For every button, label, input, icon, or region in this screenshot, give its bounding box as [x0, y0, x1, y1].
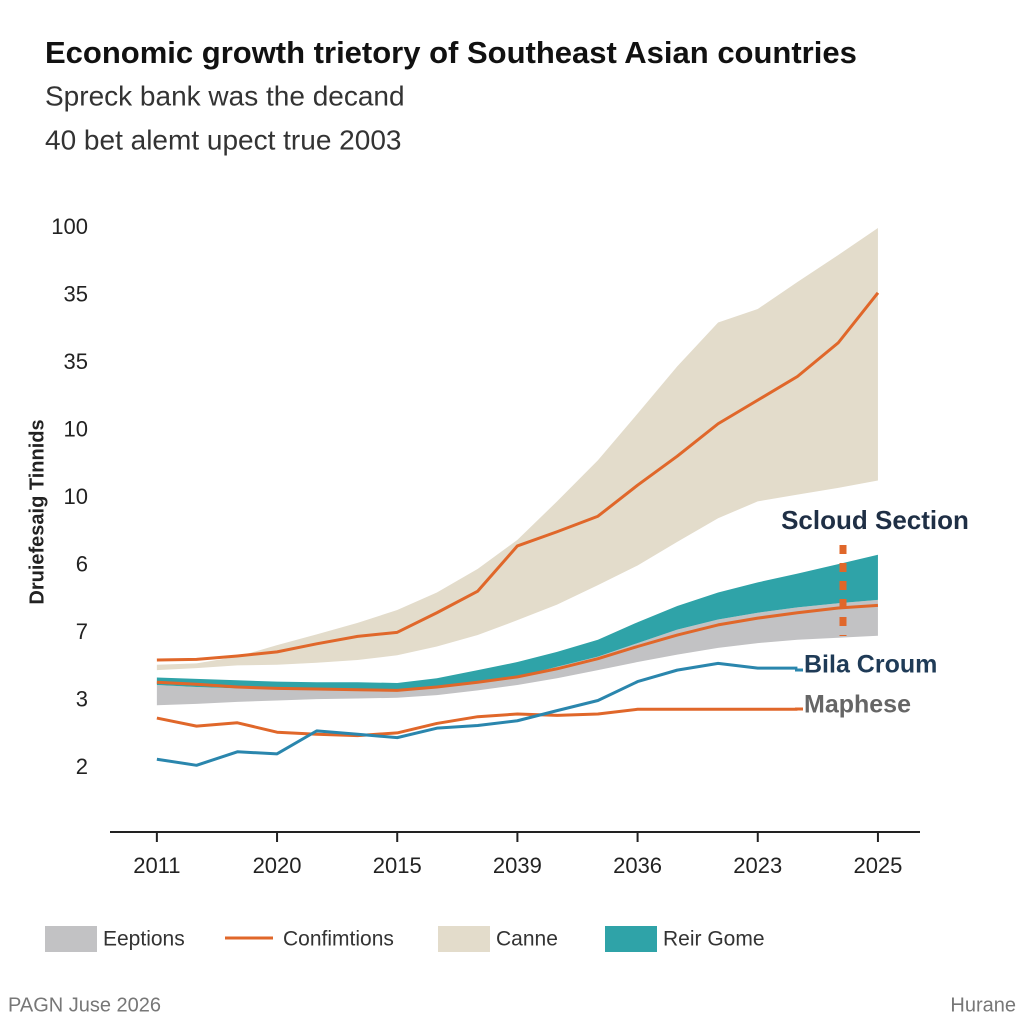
y-tick-label: 6 — [76, 551, 88, 576]
line — [156, 603, 879, 692]
y-tick-label: 35 — [64, 281, 88, 306]
footer: Hurane — [950, 994, 1016, 1016]
legend-swatch — [438, 926, 490, 952]
line — [156, 291, 880, 662]
chart-title: Economic growth trietory of Southeast As… — [45, 35, 857, 70]
x-tick-label: 2011 — [133, 853, 180, 878]
annotation: Scloud Section — [781, 505, 969, 535]
legend-swatch — [605, 926, 657, 952]
x-tick-label: 2039 — [493, 853, 542, 878]
x-tick-label: 2015 — [373, 853, 422, 878]
annotation: Maphese — [804, 691, 911, 719]
annotation: Bila Croum — [804, 651, 937, 679]
x-tick-label: 2023 — [733, 853, 782, 878]
y-tick-label: 7 — [76, 619, 88, 644]
y-tick-label: 100 — [51, 214, 88, 239]
x-tick-label: 2020 — [253, 853, 302, 878]
y-axis-label: Druiefesaig Tinnids — [26, 419, 48, 604]
legend-label: Canne — [496, 928, 558, 951]
band — [156, 554, 878, 691]
band — [156, 599, 878, 706]
y-tick-label: 3 — [76, 686, 88, 711]
subtitle: 40 bet alemt upect true 2003 — [45, 124, 401, 155]
y-tick-label: 2 — [76, 754, 88, 779]
band — [156, 228, 878, 671]
y-tick-label: 10 — [64, 416, 88, 441]
legend-label: Eeptions — [103, 928, 185, 951]
legend-swatch — [45, 926, 97, 952]
footer: PAGN Juse 2026 — [8, 994, 161, 1016]
x-tick-label: 2025 — [853, 853, 902, 878]
subtitle: Spreck bank was the decand — [45, 80, 405, 111]
y-tick-label: 10 — [64, 484, 88, 509]
line — [156, 661, 798, 767]
x-tick-label: 2036 — [613, 853, 662, 878]
line — [156, 707, 798, 738]
legend-label: Confimtions — [283, 928, 394, 951]
legend-label: Reir Gome — [663, 928, 765, 951]
y-tick-label: 35 — [64, 349, 88, 374]
